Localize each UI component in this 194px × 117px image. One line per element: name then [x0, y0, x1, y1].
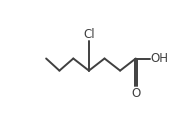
Text: OH: OH: [151, 52, 169, 65]
Text: Cl: Cl: [83, 28, 95, 41]
Text: O: O: [131, 87, 140, 100]
